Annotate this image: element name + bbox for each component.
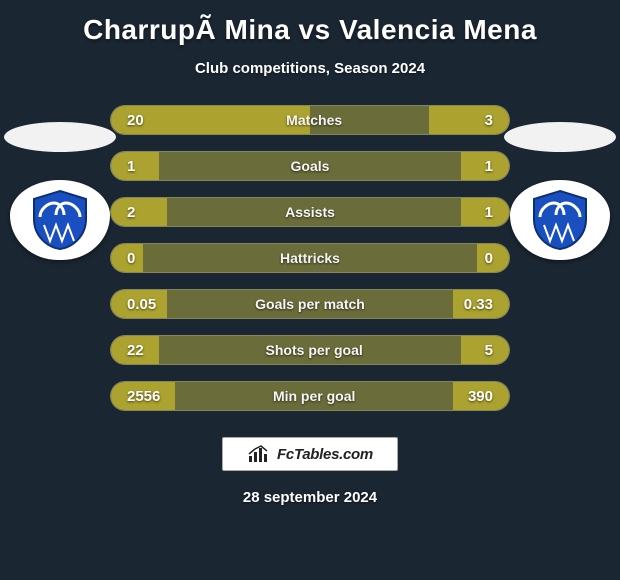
stat-row: 2Assists1 <box>110 197 510 227</box>
stat-value-right: 0 <box>485 250 509 267</box>
stat-row: 0.05Goals per match0.33 <box>110 289 510 319</box>
club-badge-left <box>10 180 110 260</box>
stat-row: 2556Min per goal390 <box>110 381 510 411</box>
stat-metric-label: Goals per match <box>156 296 464 312</box>
stat-value-left: 2556 <box>111 388 160 405</box>
branding-label: FcTables.com <box>277 446 373 463</box>
stat-metric-label: Assists <box>135 204 484 220</box>
stat-value-left: 20 <box>111 112 144 129</box>
shield-icon <box>530 189 590 251</box>
stat-row: 20Matches3 <box>110 105 510 135</box>
page-title: CharrupÃ Mina vs Valencia Mena <box>0 0 620 46</box>
stat-metric-label: Goals <box>135 158 484 174</box>
stat-metric-label: Shots per goal <box>144 342 485 358</box>
stat-row: 1Goals1 <box>110 151 510 181</box>
player-avatar-left <box>4 122 116 152</box>
stat-value-left: 0 <box>111 250 135 267</box>
branding-badge: FcTables.com <box>222 437 398 471</box>
chart-icon <box>247 444 271 464</box>
stat-value-left: 2 <box>111 204 135 221</box>
stat-metric-label: Min per goal <box>160 388 468 404</box>
date-label: 28 september 2024 <box>0 489 620 506</box>
stats-container: 20Matches31Goals12Assists10Hattricks00.0… <box>110 105 510 411</box>
club-badge-right <box>510 180 610 260</box>
stat-value-right: 5 <box>485 342 509 359</box>
stat-value-right: 390 <box>468 388 509 405</box>
stat-metric-label: Matches <box>144 112 485 128</box>
stat-value-right: 1 <box>485 204 509 221</box>
stat-row: 0Hattricks0 <box>110 243 510 273</box>
shield-icon <box>30 189 90 251</box>
stat-value-right: 0.33 <box>464 296 509 313</box>
stat-value-right: 1 <box>485 158 509 175</box>
player-avatar-right <box>504 122 616 152</box>
stat-row: 22Shots per goal5 <box>110 335 510 365</box>
stat-value-left: 0.05 <box>111 296 156 313</box>
stat-value-left: 22 <box>111 342 144 359</box>
stat-value-right: 3 <box>485 112 509 129</box>
stat-value-left: 1 <box>111 158 135 175</box>
subtitle: Club competitions, Season 2024 <box>0 60 620 77</box>
stat-metric-label: Hattricks <box>135 250 484 266</box>
